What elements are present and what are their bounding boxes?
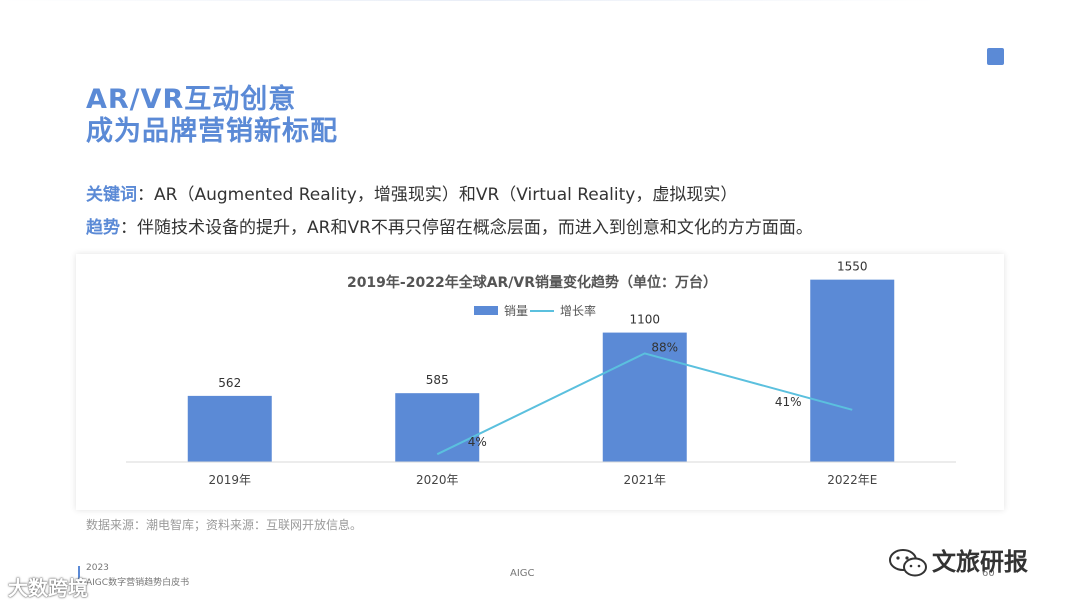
title-line-1: AR/VR互动创意 <box>86 84 297 115</box>
bar-data-label: 585 <box>426 373 449 387</box>
page-title: AR/VR互动创意 成为品牌营销新标配 <box>86 84 338 148</box>
trend-label: 趋势 <box>86 218 120 238</box>
x-axis: 2019年 2020年 2021年 2022年E <box>126 461 956 487</box>
bar-series: 562 585 1100 1550 <box>187 260 895 462</box>
legend-label-line: 增长率 <box>560 303 596 318</box>
line-data-label: 88% <box>651 340 678 354</box>
keywords-label: 关键词 <box>86 185 137 205</box>
keywords-text: ：AR（Augmented Reality，增强现实）和VR（Virtual R… <box>137 185 738 205</box>
chart-legend: 销量 增长率 <box>474 303 596 318</box>
growth-line <box>436 352 853 456</box>
keywords-line: 关键词：AR（Augmented Reality，增强现实）和VR（Virtua… <box>86 180 737 205</box>
watermark-right: 文旅研报 <box>888 542 1028 578</box>
bar-data-label: 1550 <box>837 260 868 274</box>
line-data-label: 4% <box>468 435 487 449</box>
x-tick-label: 2019年 <box>208 473 251 487</box>
source-note: 数据来源：潮电智库；资料来源：互联网开放信息。 <box>86 518 363 532</box>
legend-swatch-bar <box>474 306 498 315</box>
page-number: 60 <box>982 568 995 579</box>
bar-data-label: 562 <box>218 376 241 390</box>
bar <box>810 279 895 462</box>
trend-line: 趋势：伴随技术设备的提升，AR和VR不再只停留在概念层面，而进入到创意和文化的方… <box>86 213 813 238</box>
bar-data-label: 1100 <box>629 313 660 327</box>
sales-chart: 2019年-2022年全球AR/VR销量变化趋势（单位：万台） 销量 增长率 56… <box>126 260 956 487</box>
top-accent-line <box>0 0 940 1</box>
x-tick-label: 2020年 <box>416 473 459 487</box>
line-series: 4% 88% 41% <box>436 340 853 456</box>
chart-title: 2019年-2022年全球AR/VR销量变化趋势（单位：万台） <box>347 274 717 291</box>
bar <box>187 395 272 462</box>
corner-square-icon <box>987 48 1004 65</box>
footer-center-label: AIGC <box>510 568 535 579</box>
footer-year: 2023 <box>86 563 109 573</box>
watermark-left: 大数跨境 <box>8 576 88 600</box>
line-data-label: 41% <box>775 395 802 409</box>
legend-label-bar: 销量 <box>504 304 528 318</box>
watermark-right-text: 文旅研报 <box>932 548 1028 576</box>
trend-text: ：伴随技术设备的提升，AR和VR不再只停留在概念层面，而进入到创意和文化的方方面… <box>120 218 813 238</box>
x-tick-label: 2022年E <box>827 473 877 487</box>
bar <box>395 393 480 462</box>
chart-card: 2019年-2022年全球AR/VR销量变化趋势（单位：万台） 销量 增长率 56… <box>76 254 1004 510</box>
title-line-2: 成为品牌营销新标配 <box>86 116 338 147</box>
footer-doc-title: AIGC数字营销趋势白皮书 <box>86 578 190 588</box>
wechat-icon <box>889 549 927 577</box>
x-tick-label: 2021年 <box>623 473 666 487</box>
footer-bar <box>78 566 80 588</box>
